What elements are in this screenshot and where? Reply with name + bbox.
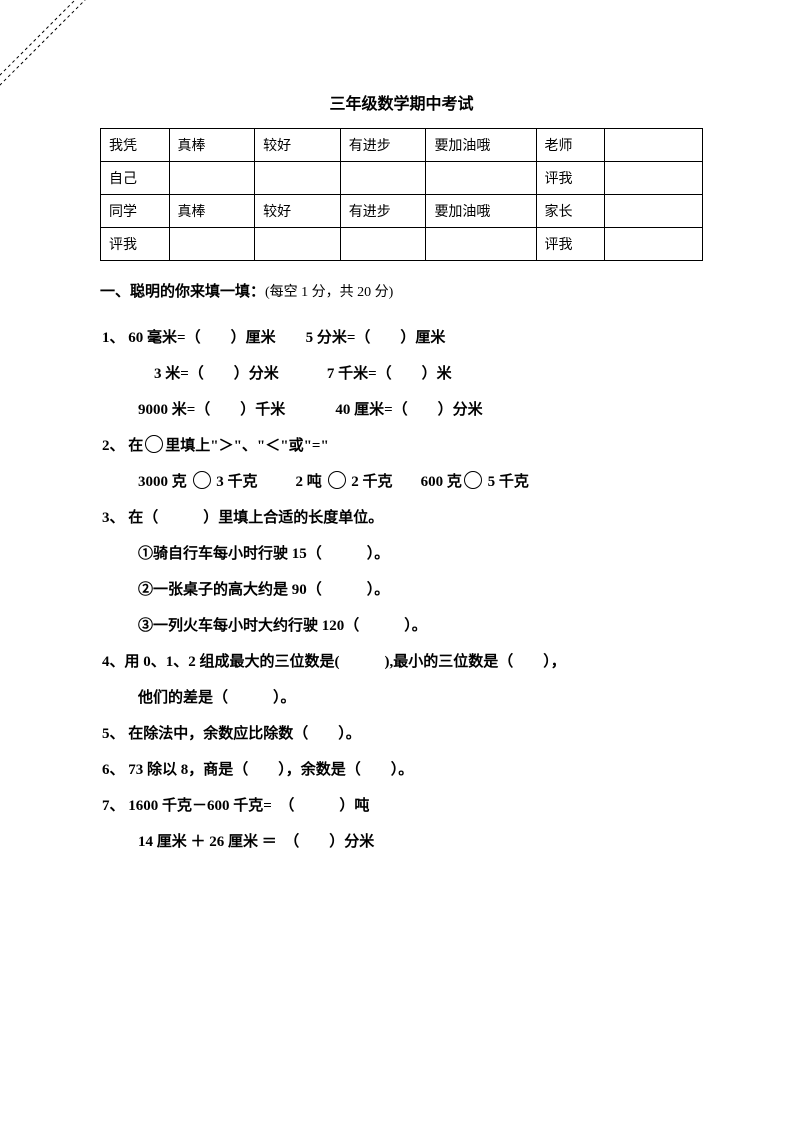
q4-num: 4、 — [102, 654, 125, 670]
question-3c: ③一列火车每小时大约行驶 120（ ）。 — [138, 608, 703, 644]
section-1-title: 一、聪明的你来填一填： — [100, 284, 265, 300]
q1-c: 3 米=（ ）分米 — [154, 366, 279, 382]
table-cell: 评我 — [536, 162, 605, 195]
table-cell — [340, 228, 426, 261]
q7-a: 1600 千克－600 千克= （ ）吨 — [128, 798, 369, 814]
q2-head2: 里填上"＞"、"＜"或"=" — [165, 438, 329, 454]
table-cell — [605, 195, 703, 228]
question-1-line3: 9000 米=（ ）千米 40 厘米=（ ）分米 — [138, 392, 703, 428]
table-cell: 要加油哦 — [426, 129, 536, 162]
q2-b1: 2 吨 — [296, 474, 322, 490]
table-cell: 真棒 — [169, 195, 255, 228]
table-cell: 评我 — [101, 228, 170, 261]
q6-num: 6、 — [102, 762, 125, 778]
q1-b: 5 分米=（ ）厘米 — [306, 330, 446, 346]
table-cell — [605, 129, 703, 162]
q1-a: 60 毫米=（ ）厘米 — [128, 330, 275, 346]
circle-icon — [328, 471, 346, 489]
q3-b: ②一张桌子的高大约是 90（ ）。 — [138, 582, 389, 598]
q1-f: 40 厘米=（ ）分米 — [335, 402, 482, 418]
question-4: 4、用 0、1、2 组成最大的三位数是( ),最小的三位数是（ ）， — [102, 644, 703, 680]
question-2-line2: 3000 克 3 千克 2 吨 2 千克 600 克 5 千克 — [138, 464, 703, 500]
table-cell: 真棒 — [169, 129, 255, 162]
q5-a: 在除法中，余数应比除数（ ）。 — [128, 726, 361, 742]
question-4-line2: 他们的差是（ ）。 — [138, 680, 703, 716]
q2-a2: 3 千克 — [216, 474, 257, 490]
circle-icon — [464, 471, 482, 489]
table-cell: 家长 — [536, 195, 605, 228]
exam-title: 三年级数学期中考试 — [100, 90, 703, 114]
question-3: 3、 在（ ）里填上合适的长度单位。 — [102, 500, 703, 536]
table-cell: 较好 — [255, 129, 341, 162]
table-cell — [426, 228, 536, 261]
q3-a: ①骑自行车每小时行驶 15（ ）。 — [138, 546, 389, 562]
question-5: 5、 在除法中，余数应比除数（ ）。 — [102, 716, 703, 752]
question-6: 6、 73 除以 8，商是（ ），余数是（ ）。 — [102, 752, 703, 788]
q2-a1: 3000 克 — [138, 474, 187, 490]
evaluation-table: 我凭 真棒 较好 有进步 要加油哦 老师 自己 评我 同学 真棒 较好 有进步 … — [100, 128, 703, 261]
circle-icon — [193, 471, 211, 489]
q2-num: 2、 — [102, 438, 125, 454]
circle-icon — [145, 435, 163, 453]
table-cell: 较好 — [255, 195, 341, 228]
table-cell — [605, 162, 703, 195]
table-cell — [605, 228, 703, 261]
table-cell: 老师 — [536, 129, 605, 162]
q1-num: 1、 — [102, 330, 125, 346]
q7-b: 14 厘米 ＋ 26 厘米 ＝ （ ）分米 — [138, 834, 374, 850]
q7-num: 7、 — [102, 798, 125, 814]
q1-d: 7 千米=（ ）米 — [327, 366, 452, 382]
table-cell: 我凭 — [101, 129, 170, 162]
question-3a: ①骑自行车每小时行驶 15（ ）。 — [138, 536, 703, 572]
question-2: 2、 在 里填上"＞"、"＜"或"=" — [102, 428, 703, 464]
question-3b: ②一张桌子的高大约是 90（ ）。 — [138, 572, 703, 608]
q3-head: 在（ ）里填上合适的长度单位。 — [128, 510, 383, 526]
table-cell: 评我 — [536, 228, 605, 261]
question-1: 1、 60 毫米=（ ）厘米 5 分米=（ ）厘米 — [102, 320, 703, 356]
table-cell — [426, 162, 536, 195]
section-1-paren: (每空 1 分，共 20 分) — [265, 285, 393, 300]
table-cell: 要加油哦 — [426, 195, 536, 228]
q3-c: ③一列火车每小时大约行驶 120（ ）。 — [138, 618, 427, 634]
q2-c2: 5 千克 — [488, 474, 529, 490]
table-cell — [169, 162, 255, 195]
q2-b2: 2 千克 — [351, 474, 392, 490]
corner-decoration — [0, 0, 140, 140]
q3-num: 3、 — [102, 510, 125, 526]
question-1-line2: 3 米=（ ）分米 7 千米=（ ）米 — [154, 356, 703, 392]
table-cell — [340, 162, 426, 195]
q2-head: 在 — [128, 438, 143, 454]
q5-num: 5、 — [102, 726, 125, 742]
table-cell: 自己 — [101, 162, 170, 195]
section-1-heading: 一、聪明的你来填一填：(每空 1 分，共 20 分) — [100, 279, 703, 306]
table-cell — [255, 228, 341, 261]
question-7: 7、 1600 千克－600 千克= （ ）吨 — [102, 788, 703, 824]
table-cell — [169, 228, 255, 261]
table-cell: 同学 — [101, 195, 170, 228]
table-cell: 有进步 — [340, 195, 426, 228]
question-7-line2: 14 厘米 ＋ 26 厘米 ＝ （ ）分米 — [138, 824, 703, 860]
q4-b: 他们的差是（ ）。 — [138, 690, 296, 706]
table-cell: 有进步 — [340, 129, 426, 162]
q2-c1: 600 克 — [421, 474, 462, 490]
q4-a: 用 0、1、2 组成最大的三位数是( ),最小的三位数是（ ）， — [125, 654, 566, 670]
q6-a: 73 除以 8，商是（ ），余数是（ ）。 — [128, 762, 413, 778]
table-cell — [255, 162, 341, 195]
q1-e: 9000 米=（ ）千米 — [138, 402, 285, 418]
